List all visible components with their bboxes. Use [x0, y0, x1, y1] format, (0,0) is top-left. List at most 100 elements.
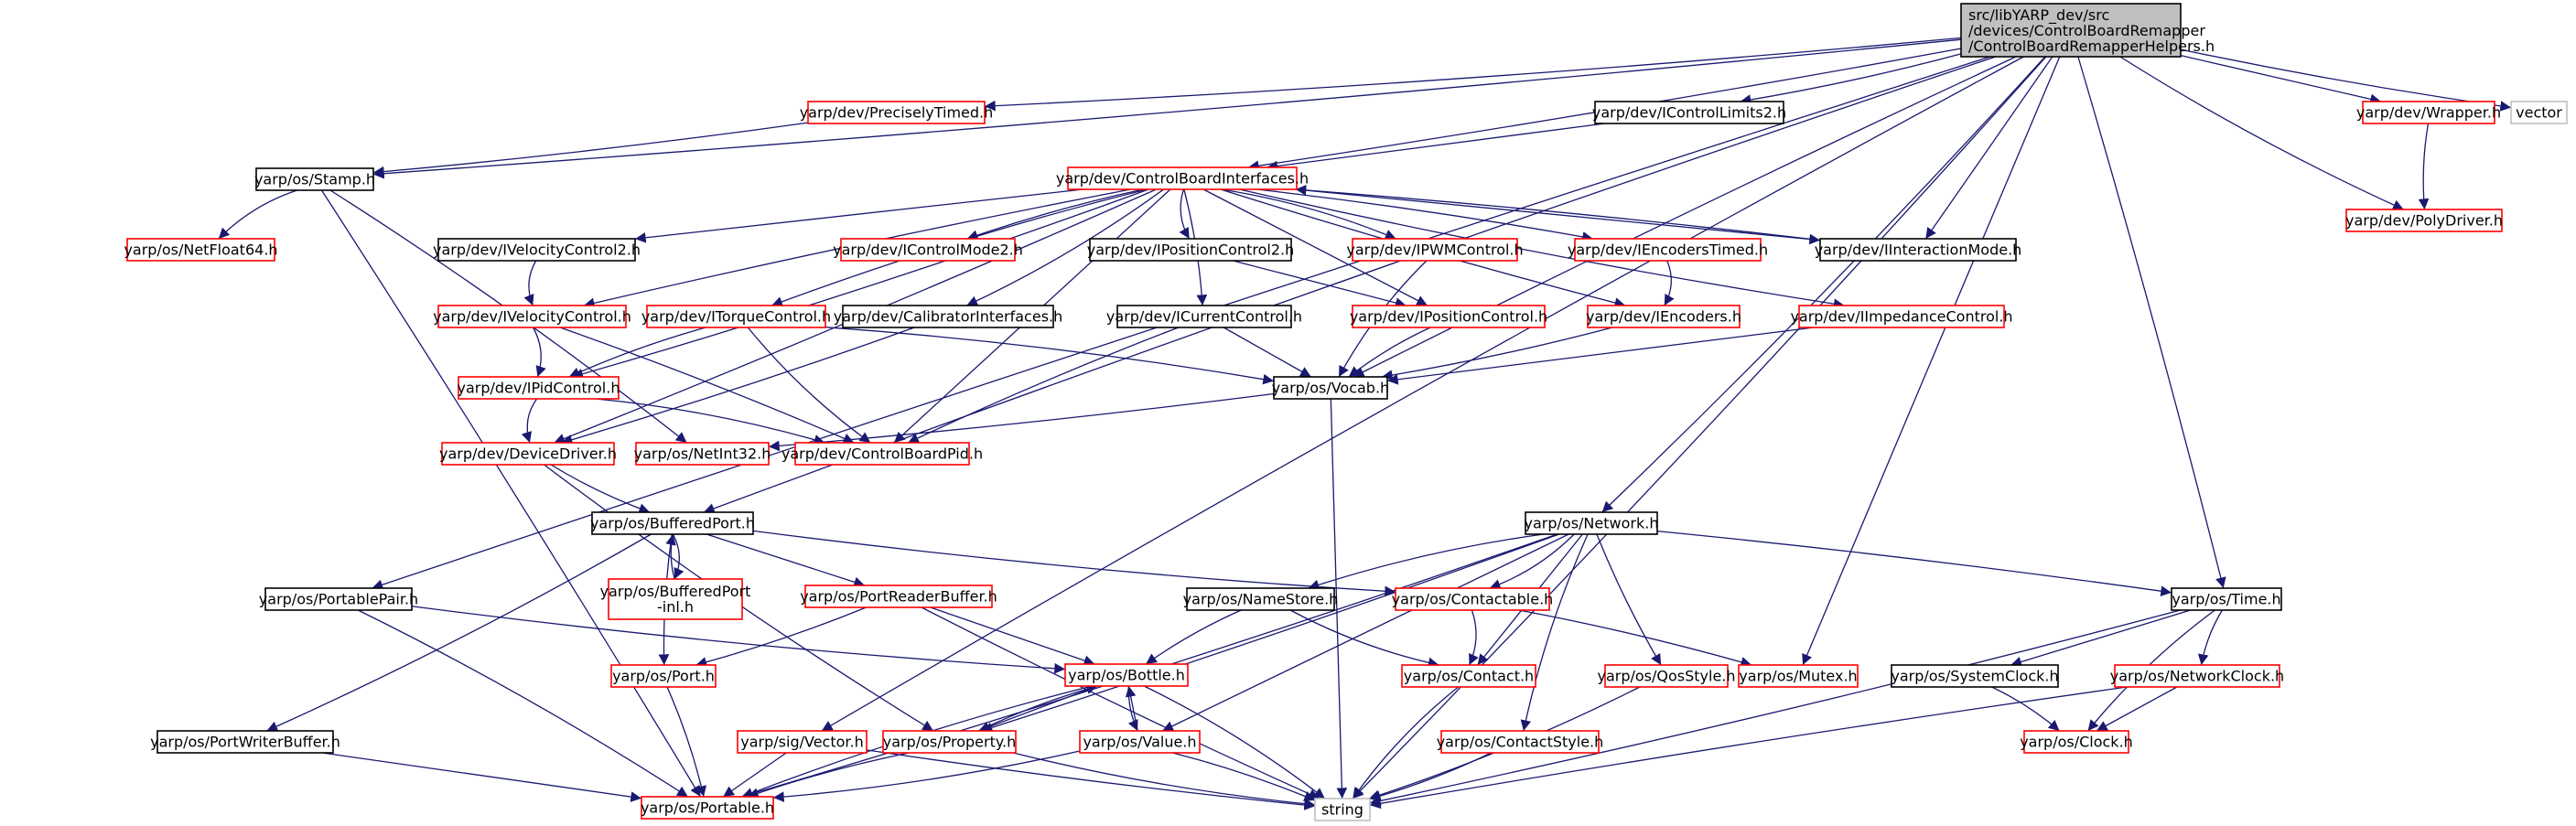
node-clock[interactable]: yarp/os/Clock.h: [2020, 730, 2133, 754]
node-system-clock[interactable]: yarp/os/SystemClock.h: [1891, 664, 2059, 688]
node-label-time: yarp/os/Time.h: [2172, 591, 2280, 608]
node-label-port-writer-buffer: yarp/os/PortWriterBuffer.h: [150, 734, 340, 751]
node-port-reader-buffer[interactable]: yarp/os/PortReaderBuffer.h: [800, 585, 997, 608]
node-poly-driver[interactable]: yarp/dev/PolyDriver.h: [2345, 209, 2503, 232]
node-vector-std[interactable]: vector: [2510, 101, 2568, 124]
node-precisely-timed[interactable]: yarp/dev/PreciselyTimed.h: [800, 101, 994, 124]
edge-root-to-time: [2077, 56, 2226, 589]
node-port-writer-buffer[interactable]: yarp/os/PortWriterBuffer.h: [150, 730, 340, 754]
node-box-netfloat64: [126, 238, 275, 262]
edge-iimpedance-control-to-vocab: [1386, 327, 1815, 385]
node-network-clock[interactable]: yarp/os/NetworkClock.h: [2110, 664, 2284, 688]
node-box-iencoders: [1587, 305, 1741, 328]
node-box-itorque-control: [646, 305, 826, 328]
node-box-vector-std: [2510, 101, 2568, 124]
edge-time-to-network-clock: [2197, 609, 2223, 666]
node-ivelocity-control2[interactable]: yarp/dev/IVelocityControl2.h: [433, 238, 641, 262]
edge-icontrol-limits2-to-cb-interfaces: [1266, 123, 1605, 172]
node-value[interactable]: yarp/os/Value.h: [1079, 730, 1201, 754]
edge-port-writer-buffer-to-portable: [322, 752, 642, 802]
node-icontrol-limits2[interactable]: yarp/dev/IControlLimits2.h: [1592, 101, 1786, 124]
node-cb-pid[interactable]: yarp/dev/ControlBoardPid.h: [781, 442, 983, 466]
node-qos-style[interactable]: yarp/os/QosStyle.h: [1597, 664, 1736, 688]
node-label-cb-pid: yarp/dev/ControlBoardPid.h: [781, 445, 983, 463]
node-ipwm-control[interactable]: yarp/dev/IPWMControl.h: [1346, 238, 1524, 262]
edge-ivelocity-control-to-cb-pid: [559, 327, 855, 444]
edge-cb-interfaces-to-iposition-control2: [1179, 188, 1191, 240]
node-name-store[interactable]: yarp/os/NameStore.h: [1183, 587, 1339, 611]
node-box-device-driver: [441, 442, 615, 466]
node-label-icontrol-mode2: yarp/dev/IControlMode2.h: [833, 241, 1023, 259]
node-itorque-control[interactable]: yarp/dev/ITorqueControl.h: [641, 305, 831, 328]
node-icurrent-control[interactable]: yarp/dev/ICurrentControl.h: [1106, 305, 1302, 328]
node-calibrator-interfaces[interactable]: yarp/dev/CalibratorInterfaces.h: [834, 305, 1063, 328]
edge-system-clock-to-clock: [1991, 686, 2060, 732]
node-device-driver[interactable]: yarp/dev/DeviceDriver.h: [439, 442, 617, 466]
edge-iencoders-to-vocab: [1381, 327, 1613, 381]
node-stamp[interactable]: yarp/os/Stamp.h: [254, 167, 375, 191]
edge-root-to-iinteraction-mode: [1924, 56, 2053, 240]
node-cb-interfaces[interactable]: yarp/dev/ControlBoardInterfaces.h: [1056, 166, 1309, 190]
node-label-itorque-control: yarp/dev/ITorqueControl.h: [641, 308, 831, 326]
node-mutex[interactable]: yarp/os/Mutex.h: [1738, 664, 1859, 688]
node-netint32[interactable]: yarp/os/NetInt32.h: [634, 442, 771, 466]
edge-calibrator-interfaces-to-device-driver: [561, 327, 915, 445]
node-label-iposition-control: yarp/dev/IPositionControl.h: [1350, 308, 1547, 326]
edge-contactable-to-mutex: [1518, 609, 1752, 668]
node-label-iencoders: yarp/dev/IEncoders.h: [1586, 308, 1741, 326]
edge-bottle-to-string-std: [1143, 685, 1326, 799]
node-bottle[interactable]: yarp/os/Bottle.h: [1064, 663, 1189, 687]
edge-root-to-string-std: [1352, 56, 2047, 799]
edge-port-to-portable: [666, 686, 707, 798]
edge-cb-interfaces-to-ivelocity-control2: [634, 188, 1083, 243]
edge-cb-interfaces-to-iencoders-timed: [1256, 188, 1593, 242]
node-box-portable-pair: [264, 587, 413, 611]
edge-ipid-control-to-cb-pid: [596, 398, 825, 445]
node-buffered-port[interactable]: yarp/os/BufferedPort.h: [590, 511, 755, 535]
node-iencoders[interactable]: yarp/dev/IEncoders.h: [1586, 305, 1741, 328]
node-iposition-control2[interactable]: yarp/dev/IPositionControl2.h: [1087, 238, 1295, 262]
edge-ivelocity-control2-to-ivelocity-control: [523, 260, 537, 306]
node-box-iencoders-timed: [1574, 238, 1762, 262]
node-icontrol-mode2[interactable]: yarp/dev/IControlMode2.h: [833, 238, 1023, 262]
node-contact[interactable]: yarp/os/Contact.h: [1401, 664, 1536, 688]
node-netfloat64[interactable]: yarp/os/NetFloat64.h: [124, 238, 278, 262]
node-port[interactable]: yarp/os/Port.h: [610, 664, 717, 688]
node-ivelocity-control[interactable]: yarp/dev/IVelocityControl.h: [433, 305, 631, 328]
node-box-buffered-port: [591, 511, 754, 535]
node-label-sig-vector: yarp/sig/Vector.h: [740, 734, 863, 751]
edge-root-to-stamp: [372, 38, 1962, 179]
node-portable-pair[interactable]: yarp/os/PortablePair.h: [259, 587, 418, 611]
node-wrapper[interactable]: yarp/dev/Wrapper.h: [2356, 101, 2501, 124]
edge-property-to-portable: [747, 752, 910, 799]
node-label-clock: yarp/os/Clock.h: [2020, 734, 2133, 751]
node-portable[interactable]: yarp/os/Portable.h: [641, 796, 774, 820]
node-label-wrapper: yarp/dev/Wrapper.h: [2356, 104, 2501, 122]
node-time[interactable]: yarp/os/Time.h: [2171, 587, 2282, 611]
edge-property-to-bottle: [978, 683, 1098, 732]
node-network[interactable]: yarp/os/Network.h: [1525, 511, 1659, 535]
node-iinteraction-mode[interactable]: yarp/dev/IInteractionMode.h: [1815, 238, 2022, 262]
node-sig-vector[interactable]: yarp/sig/Vector.h: [737, 730, 868, 754]
node-buffered-port-inl[interactable]: yarp/os/BufferedPort-inl.h: [600, 578, 751, 620]
node-ipid-control[interactable]: yarp/dev/IPidControl.h: [458, 376, 620, 400]
root-node[interactable]: src/libYARP_dev/src /devices/ControlBoar…: [1960, 3, 2215, 58]
node-contactable[interactable]: yarp/os/Contactable.h: [1392, 587, 1554, 611]
node-label-device-driver: yarp/dev/DeviceDriver.h: [439, 445, 617, 463]
node-contact-style[interactable]: yarp/os/ContactStyle.h: [1437, 730, 1604, 754]
node-property[interactable]: yarp/os/Property.h: [882, 730, 1017, 754]
edge-sig-vector-to-portable: [722, 752, 787, 798]
root-node-line-1: src/libYARP_dev/src: [1968, 6, 2109, 25]
edge-bottle-to-property: [978, 685, 1098, 733]
node-iposition-control[interactable]: yarp/dev/IPositionControl.h: [1350, 305, 1547, 328]
node-box-property: [882, 730, 1017, 754]
edge-root-to-network: [1601, 56, 2046, 513]
edge-iposition-control2-to-iposition-control: [1233, 260, 1407, 308]
node-vocab[interactable]: yarp/os/Vocab.h: [1272, 376, 1389, 400]
node-iencoders-timed[interactable]: yarp/dev/IEncodersTimed.h: [1568, 238, 1768, 262]
node-label-poly-driver: yarp/dev/PolyDriver.h: [2345, 212, 2503, 230]
node-string-std[interactable]: string: [1314, 798, 1371, 821]
node-iimpedance-control[interactable]: yarp/dev/IImpedanceControl.h: [1790, 305, 2013, 328]
edge-buffered-port-to-buffered-port-inl: [672, 533, 684, 580]
edge-cb-interfaces-to-icontrol-mode2: [966, 188, 1144, 241]
